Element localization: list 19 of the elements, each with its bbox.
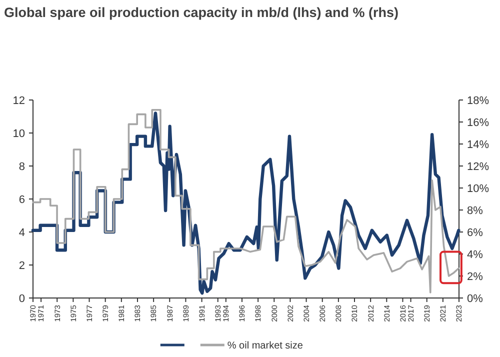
y-tick-label: 4 bbox=[18, 226, 25, 239]
y-tick-label: 10 bbox=[12, 128, 25, 140]
chart-title: Global spare oil production capacity in mb/d (lhs) and % (rhs) bbox=[4, 5, 399, 20]
y2-tick-label: 12% bbox=[467, 160, 490, 173]
y2-tick-label: 14% bbox=[467, 138, 490, 151]
y2-tick-label: 18% bbox=[467, 94, 490, 107]
y2-tick-label: 6% bbox=[467, 226, 484, 239]
y2-tick-label: 8% bbox=[467, 204, 484, 217]
y-tick-label: 0 bbox=[18, 292, 25, 305]
y2-tick-label: 0% bbox=[467, 292, 484, 305]
y2-tick-label: 2% bbox=[467, 270, 484, 283]
y2-tick-label: 16% bbox=[467, 116, 490, 129]
y-tick-label: 8 bbox=[18, 160, 25, 173]
y-tick-label: 6 bbox=[18, 194, 25, 206]
y-tick-label: 2 bbox=[18, 260, 25, 272]
y2-tick-label: 10% bbox=[467, 182, 490, 195]
y2-tick-label: 4% bbox=[467, 248, 484, 261]
legend-label: % oil market size bbox=[227, 340, 304, 352]
y-tick-label: 12 bbox=[12, 94, 25, 107]
